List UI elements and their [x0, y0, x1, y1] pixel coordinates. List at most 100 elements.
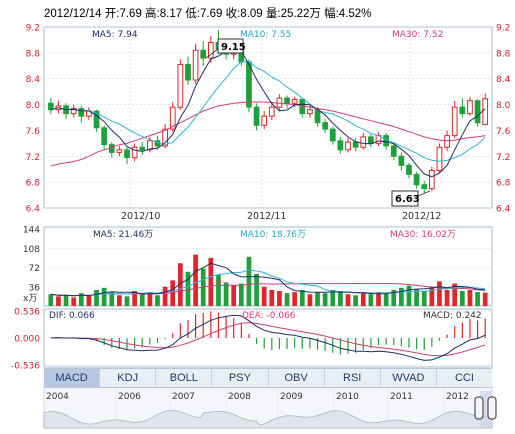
- timeline-year: 2004: [46, 392, 69, 402]
- candle-body: [268, 106, 275, 117]
- volume-bar: [398, 287, 404, 306]
- price-right-axis: 9.2 8.8 8.4 8.0 7.6 7.2 6.8 6.4: [496, 24, 511, 215]
- candle-body: [329, 128, 336, 142]
- candle-body: [428, 170, 435, 190]
- price-tick-right: 6.4: [496, 205, 511, 215]
- macd-dea-label: DEA: -0.066: [242, 311, 296, 321]
- candle-body: [108, 144, 115, 153]
- quote-open: 开:7.69: [104, 8, 142, 20]
- tab-boll[interactable]: BOLL: [156, 369, 213, 387]
- candle-body: [398, 155, 405, 166]
- candle-body: [116, 149, 123, 153]
- quote-amplitude: 幅:4.52%: [324, 8, 372, 20]
- volume-bar: [406, 285, 412, 306]
- high-callout-leader: [205, 48, 219, 59]
- volume-bar: [246, 256, 252, 306]
- volume-bar: [177, 263, 183, 306]
- candle-body: [47, 102, 54, 111]
- volume-bar: [216, 274, 221, 306]
- timeline-handle-right[interactable]: [487, 396, 497, 420]
- tab-wvad[interactable]: WVAD: [381, 369, 437, 387]
- candle-body: [93, 110, 100, 129]
- tab-rsi[interactable]: RSI: [325, 369, 381, 387]
- volume-ma5-label: MA5: 21.46万: [93, 230, 153, 240]
- timeline-handle-left[interactable]: [474, 396, 484, 420]
- candle-body: [101, 127, 108, 146]
- volume-bar: [307, 294, 313, 306]
- volume-bar: [48, 294, 54, 306]
- volume-bar: [56, 296, 61, 306]
- quote-volume: 量:25.22万: [265, 8, 321, 20]
- tab-macd[interactable]: MACD: [44, 369, 101, 387]
- volume-bar: [376, 292, 381, 306]
- volume-bar: [284, 293, 290, 306]
- volume-bar: [353, 295, 359, 306]
- candle-body: [322, 122, 329, 130]
- macd-lines: [50, 314, 486, 361]
- candle-body: [390, 145, 397, 157]
- tab-cci[interactable]: CCI: [454, 372, 474, 384]
- volume-bar: [452, 283, 458, 306]
- volume-tick: 36: [29, 283, 41, 293]
- volume-bar: [338, 291, 343, 306]
- volume-bar: [231, 285, 237, 306]
- candle-body: [169, 106, 176, 130]
- volume-bar: [383, 293, 389, 306]
- candle-body: [368, 136, 374, 144]
- price-ma-lines: [50, 49, 486, 178]
- tab-psy[interactable]: PSY: [212, 369, 269, 387]
- volume-bar: [368, 294, 374, 306]
- low-callout-value: 6.63: [395, 194, 420, 205]
- timeline-year: 2012: [446, 392, 469, 402]
- tab-kdj[interactable]: KDJ: [100, 369, 157, 387]
- volume-bar: [185, 271, 191, 306]
- price-tick-right: 7.6: [496, 127, 511, 137]
- candle-body: [139, 146, 146, 151]
- candle-body: [383, 135, 389, 147]
- quote-date: 2012/12/14: [44, 8, 102, 20]
- price-tick-right: 6.8: [496, 179, 511, 189]
- price-ma10-line: [50, 61, 486, 162]
- volume-bar: [71, 297, 77, 306]
- volume-ma30-label: MA30: 16.02万: [390, 230, 456, 240]
- volume-bar: [208, 257, 214, 306]
- volume-bars: [48, 254, 488, 306]
- volume-bar: [437, 281, 442, 306]
- x-label-2012-11: 2012/11: [247, 211, 286, 222]
- volume-bar: [345, 294, 351, 306]
- macd-dif-label: DIF: 0.066: [49, 311, 95, 321]
- price-tick-right: 8.8: [496, 49, 511, 59]
- x-label-2012-12: 2012/12: [402, 211, 441, 222]
- timeline-year: 2011: [390, 392, 413, 402]
- volume-bar: [269, 289, 275, 306]
- candle-body: [406, 164, 412, 175]
- volume-bar: [124, 296, 130, 306]
- volume-bar: [391, 289, 397, 306]
- x-label-2012-10: 2012/10: [121, 211, 160, 222]
- candle-body: [459, 106, 466, 115]
- price-grid: [44, 26, 492, 209]
- candle-body: [185, 63, 191, 81]
- volume-bar: [292, 292, 298, 306]
- volume-bar: [132, 291, 138, 306]
- candle-body: [413, 173, 420, 186]
- price-ma10-label: MA10: 7.55: [240, 30, 291, 40]
- tab-obv[interactable]: OBV: [269, 369, 325, 387]
- candle-body: [314, 109, 321, 124]
- candle-body: [451, 106, 458, 137]
- candle-body: [124, 149, 130, 159]
- candle-body: [131, 146, 138, 159]
- price-tick-left: 8.4: [26, 75, 41, 85]
- low-callout-box: [391, 190, 419, 207]
- indicator-tabs: MACD KDJ BOLL PSY OBV RSI WVAD CCI: [44, 368, 492, 388]
- candle-body: [444, 135, 450, 148]
- volume-bar: [162, 286, 168, 306]
- volume-bar: [315, 292, 320, 306]
- volume-bar: [482, 292, 488, 306]
- candle-body: [200, 49, 207, 59]
- candle-body: [307, 109, 313, 115]
- volume-bar: [147, 292, 153, 306]
- price-panel-frame: [43, 26, 493, 209]
- high-callout-value: 9.15: [221, 42, 246, 53]
